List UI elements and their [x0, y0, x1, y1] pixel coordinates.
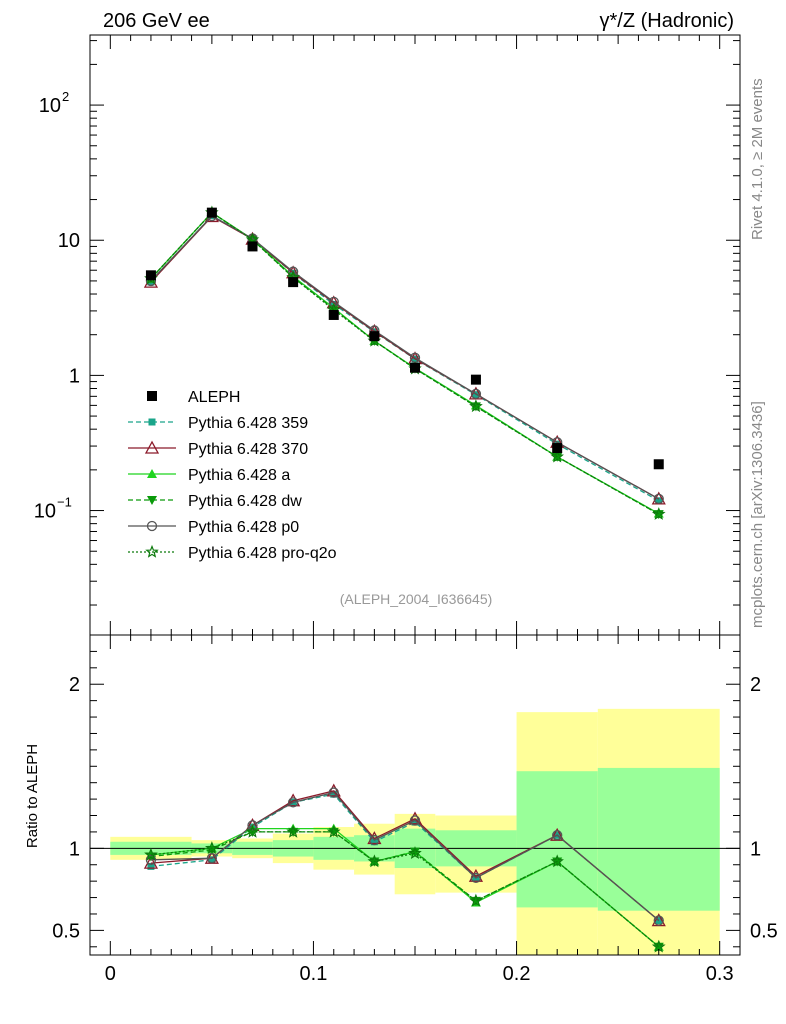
ratio-line-pa — [150, 827, 660, 948]
legend-label-pdw: Pythia 6.428 dw — [188, 493, 302, 510]
legend-marker-pq2o — [145, 544, 159, 558]
main-point-pq2o-9 — [651, 507, 666, 520]
data-point-aleph-5 — [369, 331, 380, 342]
y-tick-label-ratio-right-1: 1 — [750, 838, 761, 860]
ratio-point-pp0-6 — [409, 815, 421, 826]
y-tick-label-ratio-left-2: 2 — [69, 674, 80, 696]
rivet-version-label: Rivet 4.1.0, ≥ 2M events — [749, 78, 766, 240]
band-inner-9 — [597, 767, 720, 911]
analysis-label: (ALEPH_2004_I636645) — [340, 591, 493, 607]
main-point-pq2o-7 — [469, 399, 483, 413]
main-line-p359 — [150, 214, 660, 502]
data-point-aleph-1 — [206, 207, 217, 218]
main-point-pp0-7 — [470, 388, 482, 400]
ratio-point-pq2o-4 — [326, 824, 341, 838]
main-plot-series — [143, 205, 666, 520]
legend-marker-p370 — [144, 440, 160, 454]
ratio-point-p359-1 — [208, 856, 216, 864]
ratio-point-pq2o-8 — [550, 854, 564, 868]
data-point-aleph-4 — [328, 309, 339, 320]
ratio-point-p359-0 — [147, 862, 155, 870]
ratio-point-pp0-9 — [653, 915, 664, 926]
data-point-aleph-9 — [653, 459, 664, 470]
ratio-point-p359-6 — [411, 818, 419, 826]
ratio-point-pp0-7 — [470, 872, 482, 884]
legend-marker-pdw — [147, 496, 157, 505]
main-point-pp0-9 — [653, 493, 664, 505]
main-point-p359-9 — [655, 497, 663, 505]
x-tick-label-0: 0 — [105, 963, 116, 985]
y-tick-label-main-exp-0: −1 — [57, 495, 72, 510]
y-tick-label-main-1: 1 — [69, 365, 80, 387]
header-right-title: γ*/Z (Hadronic) — [600, 10, 734, 32]
legend-marker-aleph — [147, 391, 157, 401]
ratio-plot-series — [143, 783, 666, 953]
main-point-pp0-4 — [328, 296, 339, 308]
ratio-point-pq2o-7 — [469, 893, 483, 907]
y-tick-label-main-exp-3: 2 — [62, 89, 69, 104]
legend-label-aleph: ALEPH — [188, 389, 240, 406]
ratio-line-pq2o — [150, 831, 660, 948]
ratio-point-pp0-3 — [287, 797, 299, 808]
ratio-line-pp0 — [150, 791, 660, 921]
ratio-point-pp0-2 — [247, 820, 258, 831]
main-line-pq2o — [150, 211, 660, 515]
legend-marker-p359 — [148, 418, 156, 426]
y-tick-label-ratio-left-0: 0.5 — [52, 920, 80, 942]
ratio-point-p359-5 — [370, 838, 378, 846]
legend-label-p359: Pythia 6.428 359 — [188, 415, 308, 432]
legend-label-pp0: Pythia 6.428 p0 — [188, 519, 299, 536]
y-tick-label-ratio-right-2: 2 — [750, 674, 761, 696]
ratio-line-p359 — [150, 793, 660, 921]
y-tick-label-ratio-right-0: 0.5 — [750, 920, 778, 942]
x-tick-label-1: 0.1 — [300, 963, 328, 985]
main-line-pp0 — [150, 215, 660, 500]
main-point-pp0-3 — [287, 266, 299, 277]
main-point-pq2o-8 — [550, 449, 564, 463]
data-point-aleph-8 — [552, 443, 563, 454]
x-tick-label-3: 0.3 — [706, 963, 734, 985]
ratio-point-pp0-5 — [369, 834, 380, 846]
ratio-point-pp0-1 — [206, 853, 218, 864]
y-tick-label-ratio-left-1: 1 — [69, 838, 80, 860]
ratio-point-pp0-0 — [145, 854, 157, 865]
ratio-uncertainty-bands — [90, 708, 740, 955]
legend-marker-pa — [147, 469, 157, 478]
data-point-aleph-3 — [288, 277, 299, 288]
legend-label-p370: Pythia 6.428 370 — [188, 441, 308, 458]
ratio-point-pq2o-6 — [408, 846, 422, 859]
data-point-aleph-6 — [410, 362, 420, 373]
ratio-point-pdw-6 — [410, 847, 420, 857]
ratio-ylabel: Ratio to ALEPH — [24, 744, 41, 848]
data-point-aleph-7 — [470, 374, 481, 385]
data-point-aleph-0 — [145, 270, 156, 281]
ratio-point-pp0-4 — [328, 787, 339, 798]
ratio-point-p359-4 — [330, 790, 338, 798]
x-tick-label-2: 0.2 — [503, 963, 531, 985]
ratio-point-p370-6 — [407, 811, 423, 825]
data-point-aleph-2 — [247, 241, 258, 252]
y-tick-label-main-base-0: 10 — [34, 501, 56, 523]
ratio-point-p370-4 — [326, 783, 341, 797]
mcplots-label: mcplots.cern.ch [arXiv:1306.3436] — [749, 401, 766, 628]
ratio-plot-frame — [89, 634, 741, 956]
legend-marker-pp0 — [146, 520, 158, 532]
ratio-point-pp0-8 — [552, 830, 563, 841]
ratio-point-pq2o-5 — [367, 854, 382, 868]
header-left-title: 206 GeV ee — [103, 10, 210, 32]
ratio-point-pq2o-1 — [205, 841, 219, 855]
ratio-point-pq2o-3 — [286, 824, 300, 838]
ratio-point-pq2o-2 — [245, 824, 260, 838]
y-tick-label-main-2: 10 — [58, 230, 80, 252]
legend-label-pq2o: Pythia 6.428 pro-q2o — [188, 545, 337, 562]
legend: ALEPH Pythia 6.428 359 Pythia 6.428 370 Pyt… — [128, 389, 337, 562]
ratio-point-p370-3 — [286, 793, 301, 807]
legend-label-pa: Pythia 6.428 a — [188, 467, 290, 484]
y-tick-label-main-base-3: 10 — [39, 95, 61, 117]
ratio-point-pq2o-0 — [144, 847, 158, 861]
